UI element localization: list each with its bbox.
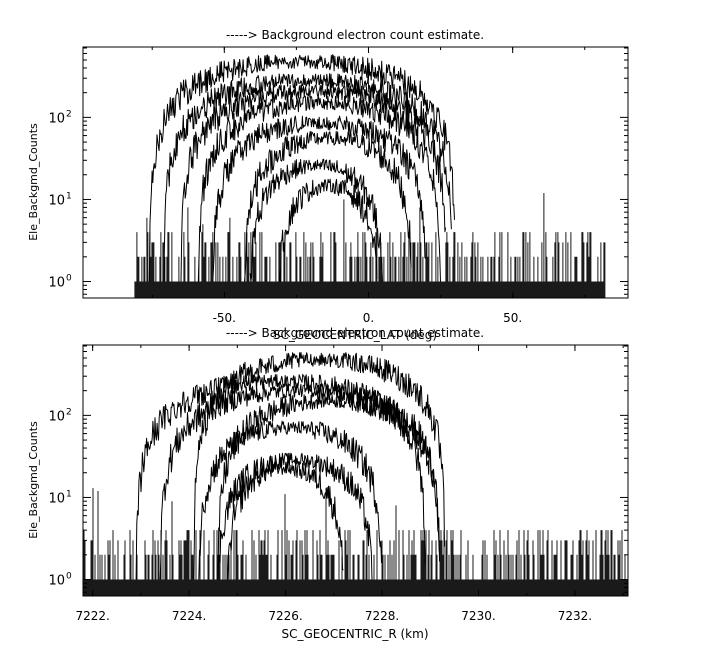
x-tick-label: 7228. bbox=[365, 609, 399, 623]
y-tick-label: 10 bbox=[48, 193, 65, 208]
arch-series-5 bbox=[198, 420, 382, 580]
y-tick-exponent: 1 bbox=[66, 489, 72, 499]
arch-series-3 bbox=[180, 83, 447, 282]
x-axis-label: SC_GEOCENTRIC_R (km) bbox=[282, 627, 429, 641]
x-tick-label: -50. bbox=[213, 311, 236, 325]
arch-series-2 bbox=[135, 373, 426, 580]
y-tick-label: 10 bbox=[48, 276, 65, 291]
chart-panel-top: -----> Background electron count estimat… bbox=[27, 28, 629, 342]
y-tick-exponent: 1 bbox=[66, 191, 72, 201]
chart-panel-bottom: -----> Background electron count estimat… bbox=[27, 326, 629, 641]
plot-frame bbox=[82, 46, 629, 299]
x-tick-label: 0. bbox=[363, 311, 374, 325]
x-axis-label: SC_GEOCENTRIC_LAT (deg) bbox=[273, 328, 437, 342]
x-tick-label: 7232. bbox=[558, 609, 592, 623]
arch-series-8 bbox=[278, 178, 378, 282]
y-tick-exponent: 2 bbox=[66, 407, 72, 417]
x-tick-label: 7230. bbox=[461, 609, 495, 623]
noise-floor-series bbox=[82, 488, 629, 596]
arch-series-4 bbox=[197, 95, 441, 282]
data-series bbox=[82, 351, 629, 596]
x-tick-label: 7224. bbox=[172, 609, 206, 623]
arch-series-5 bbox=[212, 115, 427, 282]
y-tick-label: 10 bbox=[48, 491, 65, 506]
y-axis-label: Ele_Backgmd_Counts bbox=[27, 123, 40, 241]
arch-series-6 bbox=[244, 130, 412, 282]
y-tick-exponent: 2 bbox=[66, 109, 72, 119]
chart-title: -----> Background electron count estimat… bbox=[226, 28, 484, 42]
arch-series-1 bbox=[148, 54, 455, 282]
x-tick-label: 7222. bbox=[75, 609, 109, 623]
x-tick-label: 7226. bbox=[268, 609, 302, 623]
arch-series-7 bbox=[227, 461, 344, 580]
x-tick-label: 50. bbox=[503, 311, 522, 325]
y-tick-exponent: 0 bbox=[66, 274, 72, 284]
noise-floor-series bbox=[134, 193, 606, 298]
arch-series-1 bbox=[193, 351, 445, 580]
data-series bbox=[134, 54, 606, 298]
y-axis-label: Ele_Backgmd_Counts bbox=[27, 421, 40, 539]
arch-series-7 bbox=[249, 158, 383, 282]
y-tick-label: 10 bbox=[48, 111, 65, 126]
arch-series-4 bbox=[217, 393, 440, 580]
arch-series-6 bbox=[217, 452, 373, 580]
plot-frame bbox=[82, 344, 629, 597]
y-tick-label: 10 bbox=[48, 574, 65, 589]
arch-series-2 bbox=[163, 73, 452, 282]
y-tick-exponent: 0 bbox=[66, 572, 72, 582]
chart-title: -----> Background electron count estimat… bbox=[226, 326, 484, 340]
arch-series-3 bbox=[159, 383, 440, 580]
y-tick-label: 10 bbox=[48, 409, 65, 424]
